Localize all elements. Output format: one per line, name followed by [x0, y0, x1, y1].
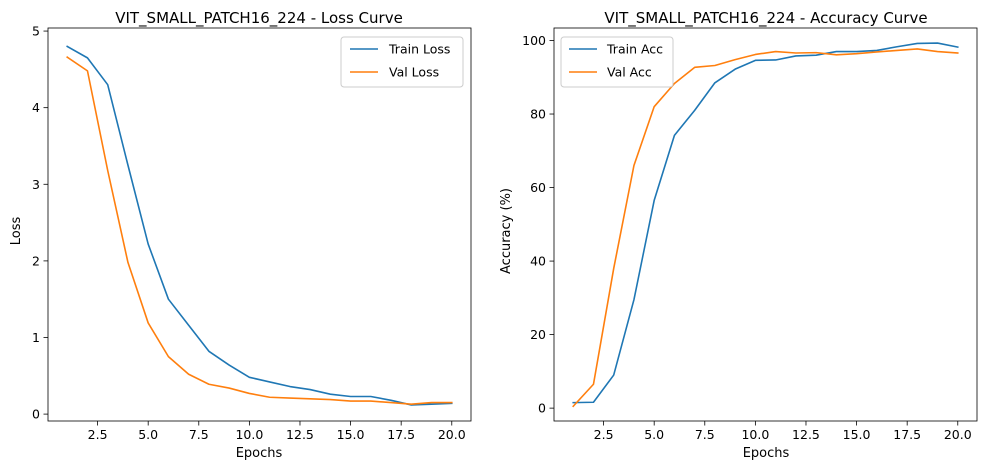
loss-x-tick-label: 20.0 [438, 427, 466, 442]
accuracy-x-tick-label: 17.5 [893, 427, 921, 442]
accuracy-plot-frame [553, 27, 978, 422]
loss-series-line-train [66, 45, 453, 406]
loss-x-tick-label: 15.0 [337, 427, 365, 442]
accuracy-x-tick-label: 10.0 [741, 427, 769, 442]
accuracy-chart: VIT_SMALL_PATCH16_224 - Accuracy Curve E… [499, 9, 978, 461]
accuracy-lines [572, 42, 959, 408]
accuracy-x-tick-label: 5.0 [644, 427, 664, 442]
loss-y-tick-label: 1 [32, 330, 40, 345]
accuracy-series-line-val [572, 48, 959, 408]
accuracy-legend-label-val: Val Acc [607, 65, 652, 80]
loss-x-tick-label: 7.5 [189, 427, 209, 442]
accuracy-series-line-train [572, 42, 959, 404]
loss-chart-title: VIT_SMALL_PATCH16_224 - Loss Curve [115, 9, 403, 28]
loss-y-tick-label: 4 [32, 100, 40, 115]
loss-plot-frame [47, 27, 472, 422]
accuracy-chart-title: VIT_SMALL_PATCH16_224 - Accuracy Curve [604, 9, 927, 28]
loss-y-tick-label: 3 [32, 177, 40, 192]
loss-legend-label-val: Val Loss [389, 65, 439, 80]
accuracy-legend: Train Acc Val Acc [560, 36, 674, 88]
loss-y-tick-label: 5 [32, 24, 40, 39]
loss-chart: VIT_SMALL_PATCH16_224 - Loss Curve Epoch… [9, 9, 472, 461]
accuracy-x-axis-label: Epochs [743, 446, 790, 461]
loss-ticks: 2.5 5.0 7.5 10.0 12.5 15.0 17.5 20.0 0 1 2 3 4 5 [32, 24, 466, 442]
loss-series-line-val [66, 55, 453, 405]
accuracy-x-tick-label: 2.5 [594, 427, 614, 442]
loss-x-tick-label: 5.0 [138, 427, 158, 442]
loss-y-axis-label: Loss [9, 217, 24, 246]
loss-legend-label-train: Train Loss [388, 42, 450, 57]
accuracy-legend-label-train: Train Acc [606, 42, 663, 57]
accuracy-x-tick-label: 20.0 [944, 427, 972, 442]
loss-y-tick-label: 0 [32, 407, 40, 422]
accuracy-ticks: 2.5 5.0 7.5 10.0 12.5 15.0 17.5 20.0 0 20 40 60 80 10… [522, 33, 972, 442]
loss-x-tick-label: 2.5 [88, 427, 108, 442]
accuracy-y-tick-label: 60 [530, 180, 546, 195]
accuracy-y-tick-label: 20 [530, 327, 546, 342]
accuracy-y-tick-label: 100 [522, 33, 546, 48]
loss-x-axis-label: Epochs [236, 446, 283, 461]
accuracy-y-tick-label: 0 [538, 401, 546, 416]
accuracy-x-tick-label: 7.5 [695, 427, 715, 442]
accuracy-y-tick-label: 80 [530, 107, 546, 122]
loss-y-tick-label: 2 [32, 253, 40, 268]
loss-x-tick-label: 12.5 [286, 427, 314, 442]
loss-x-tick-label: 10.0 [235, 427, 263, 442]
accuracy-y-tick-label: 40 [530, 254, 546, 269]
loss-legend: Train Loss Val Loss [340, 36, 464, 88]
loss-x-tick-label: 17.5 [387, 427, 415, 442]
loss-lines [66, 45, 453, 406]
accuracy-x-tick-label: 12.5 [792, 427, 820, 442]
accuracy-y-axis-label: Accuracy (%) [499, 188, 514, 274]
accuracy-x-tick-label: 15.0 [843, 427, 871, 442]
